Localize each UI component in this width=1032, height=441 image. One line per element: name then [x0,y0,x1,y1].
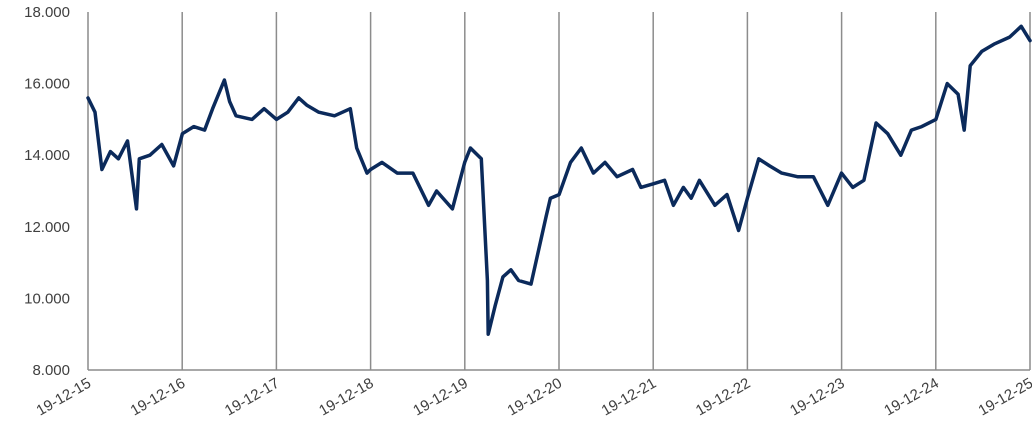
y-tick-label: 8.000 [32,362,70,379]
series-line [86,24,1032,336]
x-tick-label: 19-12-18 [316,375,377,420]
y-tick-label: 18.000 [24,4,70,21]
x-tick-label: 19-12-23 [787,375,848,420]
x-axis-tick-labels: 19-12-15 19-12-16 19-12-17 19-12-18 19-12-19… [33,375,1032,420]
x-tick-label: 19-12-17 [222,375,283,420]
x-tick-label: 19-12-15 [33,375,94,420]
x-tick-label: 19-12-20 [504,375,565,420]
y-tick-label: 14.000 [24,147,70,164]
y-axis-tick-labels: 8.000 10.000 12.000 14.000 16.000 18.000 [24,4,70,379]
y-tick-label: 10.000 [24,290,70,307]
y-tick-label: 12.000 [24,219,70,236]
y-tick-label: 16.000 [24,76,70,93]
x-tick-label: 19-12-16 [128,375,189,420]
x-tick-label: 19-12-21 [599,375,660,420]
x-tick-label: 19-12-22 [693,375,754,420]
x-tick-label: 19-12-24 [881,375,942,420]
x-tick-label: 19-12-25 [975,375,1032,420]
x-tick-label: 19-12-19 [410,375,471,420]
